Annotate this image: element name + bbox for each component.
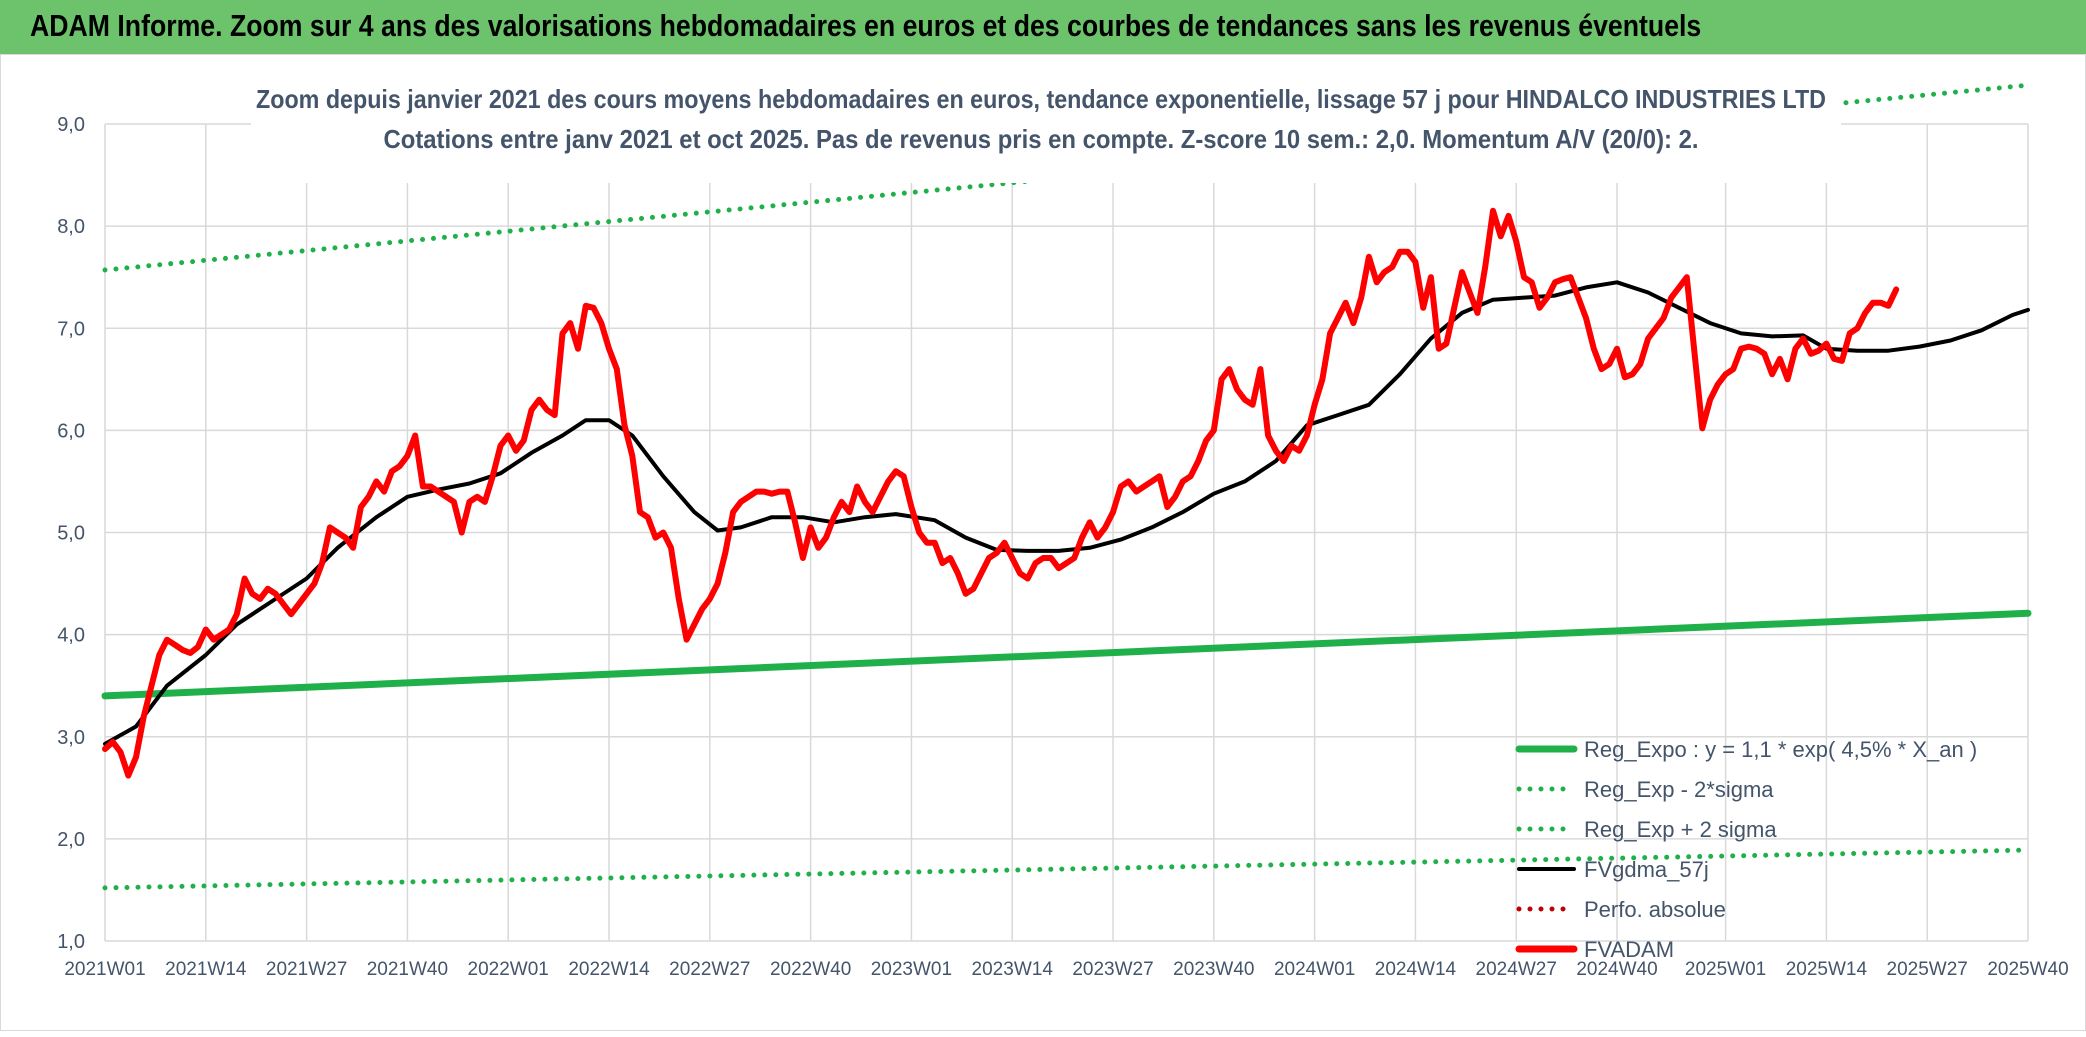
x-tick-label: 2022W27 [669,959,750,980]
x-tick-label: 2024W14 [1375,959,1457,980]
x-tick-label: 2022W01 [468,959,549,980]
x-tick-label: 2023W40 [1173,959,1254,980]
x-tick-label: 2024W40 [1576,959,1657,980]
x-axis: 2021W01 2021W14 2021W27 2021W40 2022W01 2022W… [64,959,2068,980]
series-line-reg-exp-2-sigma [102,847,2031,891]
series-line-fvadam [102,207,1900,779]
x-tick-label: 2025W40 [1987,959,2068,980]
x-tick-label: 2024W01 [1274,959,1355,980]
legend-label: FVgdma_57j [1584,857,1709,882]
y-tick-label: 8,0 [57,216,85,238]
legend-label: FVADAM [1584,937,1674,962]
y-tick-label: 6,0 [57,420,85,442]
x-tick-label: 2025W14 [1786,959,1868,980]
title-backdrop [251,73,1841,183]
series-layer [101,82,2032,891]
legend: Reg_Expo : y = 1,1 * exp( 4,5% * X_an ) R… [1515,737,1977,962]
x-tick-label: 2025W01 [1685,959,1766,980]
title-banner: ADAM Informe. Zoom sur 4 ans des valoris… [0,0,2086,55]
chart-title-line1: Zoom depuis janvier 2021 des cours moyen… [256,84,1826,114]
x-tick-label: 2021W27 [266,959,347,980]
x-tick-label: 2021W14 [165,959,247,980]
chart-area: 1,0 2,0 3,0 4,0 5,0 6,0 7,0 8,0 9,0 2021W01 2021W… [0,54,2086,1031]
legend-label: Reg_Exp + 2 sigma [1584,817,1777,842]
legend-label: Reg_Expo : y = 1,1 * exp( 4,5% * X_an ) [1584,737,1977,762]
x-tick-label: 2023W14 [972,959,1054,980]
x-tick-label: 2021W40 [367,959,448,980]
legend-label: Perfo. absolue [1584,897,1726,922]
x-tick-label: 2023W27 [1072,959,1153,980]
x-tick-label: 2021W01 [64,959,145,980]
y-tick-label: 9,0 [57,114,85,136]
y-axis: 1,0 2,0 3,0 4,0 5,0 6,0 7,0 8,0 9,0 [57,114,85,953]
report-title: ADAM Informe. Zoom sur 4 ans des valoris… [30,8,1702,43]
y-tick-label: 2,0 [57,829,85,851]
y-tick-label: 7,0 [57,318,85,340]
y-tick-label: 3,0 [57,727,85,749]
chart-title-line2: Cotations entre janv 2021 et oct 2025. P… [384,124,1699,154]
x-tick-label: 2025W27 [1887,959,1968,980]
chart-svg: 1,02,03,04,05,06,07,08,09,0 2021W01 2021W… [57,73,2069,980]
x-tick-label: 2022W40 [770,959,851,980]
y-tick-label: 5,0 [57,523,85,545]
x-tick-label: 2022W14 [568,959,650,980]
x-tick-label: 2023W01 [871,959,952,980]
y-tick-label: 1,0 [57,931,85,953]
series-line-reg-expo-y-1-1-exp-4-5-x-an [101,609,2032,700]
series-line-fvgdma-57j [103,280,2030,746]
x-tick-label: 2024W27 [1476,959,1557,980]
legend-label: Reg_Exp - 2*sigma [1584,777,1774,802]
y-tick-label: 4,0 [57,625,85,647]
